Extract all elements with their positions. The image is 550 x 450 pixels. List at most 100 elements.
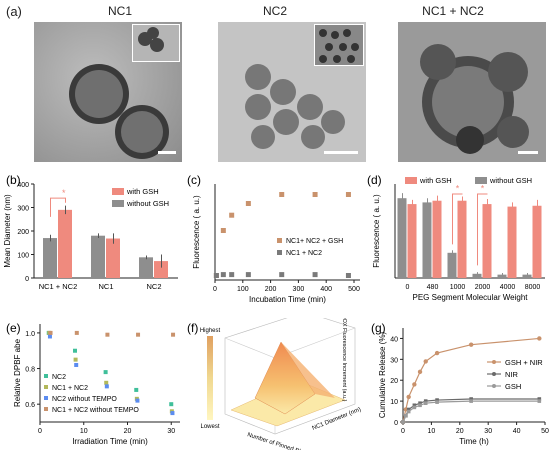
panel-label-g: (g) — [371, 321, 386, 335]
tem-nc1-nc2-scalebar — [518, 151, 538, 154]
chart-d-bar — [482, 204, 492, 278]
chart-d-sig-star: * — [456, 183, 460, 193]
chart-d-bar — [397, 198, 407, 278]
chart-e-ytick-label: 0.8 — [25, 367, 35, 374]
chart-g-point — [469, 399, 473, 403]
chart-g-ytick-label: 0 — [394, 420, 398, 427]
chart-b-ytick-label: 300 — [17, 206, 29, 213]
chart-e-legend-label: NC2 without TEMPO — [52, 396, 117, 403]
chart-g-point — [406, 409, 411, 414]
chart-g-legend-label: GSH + NIR — [505, 358, 543, 367]
chart-d-xtick-label: 480 — [427, 284, 439, 291]
chart-d-bar — [447, 252, 457, 278]
chart-g-point — [435, 400, 439, 404]
chart-g-xtick-label: 50 — [541, 428, 549, 435]
chart-b-ylabel: Mean Diameter (nm) — [3, 194, 12, 268]
chart-g-series-line — [402, 400, 540, 423]
chart-g-point — [435, 398, 439, 402]
chart-c-point — [229, 212, 235, 218]
chart-c-legend-swatch — [277, 250, 282, 255]
chart-g-point — [418, 401, 422, 405]
chart-c-xtick-label: 500 — [348, 286, 360, 293]
chart-g-point — [537, 336, 542, 341]
chart-d-ylabel: Fluorescence ( a. u.) — [372, 194, 381, 268]
chart-e-ytick-label: 1.0 — [25, 331, 35, 338]
chart-c-point — [312, 192, 318, 197]
chart-b-xtick-label: NC2 — [146, 282, 161, 291]
chart-e-legend-swatch — [44, 385, 48, 389]
chart-e-point — [134, 387, 139, 392]
chart-b-legend-label: with GSH — [126, 187, 159, 196]
chart-g-xtick-label: 40 — [513, 428, 521, 435]
chart-c-legend-label: NC1+ NC2 + GSH — [286, 238, 343, 245]
chart-e-point — [170, 411, 175, 416]
chart-d-bar — [472, 273, 482, 278]
chart-c-legend-swatch — [277, 238, 282, 243]
chart-panel-d: (d) Fluorescence ( a. u.) 0 480 1000 2000 4000… — [367, 173, 545, 302]
chart-d-bar — [432, 200, 442, 278]
chart-e-point — [74, 330, 79, 335]
chart-e-point — [171, 332, 176, 337]
chart-f-surface-ridge — [281, 342, 335, 398]
chart-e-point — [103, 370, 108, 375]
panel-label-d: (d) — [367, 173, 382, 187]
chart-g-point — [469, 397, 473, 401]
chart-g-point — [423, 401, 428, 405]
chart-d-xtick-label: 8000 — [525, 284, 541, 291]
chart-panel-c: (c) 0 100 200 300 400 500 Incubation Time (min)… — [187, 173, 360, 304]
chart-g-point — [537, 399, 542, 403]
chart-e-point — [74, 362, 79, 367]
chart-c-xtick-label: 200 — [265, 286, 277, 293]
chart-g-legend-label: NIR — [505, 370, 519, 379]
chart-g-ytick-label: 40 — [390, 336, 398, 343]
chart-g-point — [423, 399, 428, 403]
chart-d-sig-bracket — [477, 193, 488, 266]
chart-e-ylabel: Relative DPBF abe — [13, 338, 22, 407]
chart-d-bar — [532, 205, 542, 278]
chart-b-legend-swatch — [112, 188, 124, 195]
chart-g-ytick-label: 10 — [390, 399, 398, 406]
chart-b-legend-label: without GSH — [126, 199, 169, 208]
chart-g-point — [412, 382, 417, 387]
chart-d-xtick-label: 2000 — [475, 284, 491, 291]
chart-g-legend-label: GSH — [505, 382, 521, 391]
chart-c-point — [245, 201, 251, 206]
chart-e-point — [136, 332, 141, 337]
chart-g-xtick-label: 20 — [456, 428, 464, 435]
chart-d-legend-label: with GSH — [419, 176, 452, 185]
tem-nc1-particles — [69, 64, 169, 159]
chart-e-xtick-label: 0 — [38, 428, 42, 435]
chart-c-xtick-label: 300 — [293, 286, 305, 293]
panel-label-a: (a) — [6, 4, 22, 19]
chart-c-xtick-label: 400 — [320, 286, 332, 293]
chart-e-point — [104, 380, 109, 385]
chart-b-ytick-label: 400 — [17, 182, 29, 189]
chart-f-colorbar-top: Highest — [200, 328, 221, 334]
panel-label-c: (c) — [187, 173, 201, 187]
chart-b-bar — [58, 209, 72, 278]
chart-d-bar — [407, 204, 417, 278]
chart-e-ytick-label: 0.6 — [25, 402, 35, 409]
chart-g-xlabel: Time (h) — [459, 437, 489, 446]
tem-title-nc2: NC2 — [262, 4, 287, 18]
chart-g-point — [406, 407, 411, 412]
chart-e-legend-label: NC1 + NC2 — [52, 385, 88, 392]
chart-b-bar — [91, 235, 105, 278]
tem-title-nc1-nc2: NC1 + NC2 — [422, 4, 484, 18]
chart-c-point — [345, 273, 351, 278]
chart-g-point — [537, 397, 542, 401]
chart-c-point — [245, 272, 251, 278]
chart-panel-b: (b) 0 100 200 300 400 Mean Diameter (nm) NC1 + … — [3, 173, 178, 291]
chart-e-legend-swatch — [44, 374, 48, 378]
chart-b-sig-bracket — [50, 197, 66, 217]
chart-c-point — [220, 228, 226, 233]
chart-f-colorbar — [207, 336, 213, 420]
chart-e-point — [47, 334, 52, 339]
chart-c-point — [229, 272, 235, 278]
chart-b-bar — [154, 261, 168, 278]
chart-e-point — [48, 330, 53, 335]
chart-e-legend-label: NC1 + NC2 without TEMPO — [52, 407, 139, 414]
chart-g-xtick-label: 0 — [401, 428, 405, 435]
chart-b-ytick-label: 200 — [17, 229, 29, 236]
tem-title-nc1: NC1 — [107, 4, 132, 18]
